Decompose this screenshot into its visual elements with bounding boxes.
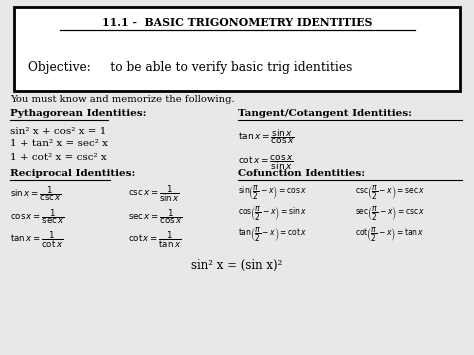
Text: sin² x + cos² x = 1: sin² x + cos² x = 1 bbox=[10, 126, 106, 136]
Text: $\cos\!\left(\dfrac{\pi}{2}-x\right)=\sin x$: $\cos\!\left(\dfrac{\pi}{2}-x\right)=\si… bbox=[238, 205, 307, 223]
Text: $\cot x=\dfrac{\cos x}{\sin x}$: $\cot x=\dfrac{\cos x}{\sin x}$ bbox=[238, 154, 294, 173]
Text: Tangent/Cotangent Identities:: Tangent/Cotangent Identities: bbox=[238, 109, 412, 119]
Text: 1 + tan² x = sec² x: 1 + tan² x = sec² x bbox=[10, 140, 108, 148]
Text: You must know and memorize the following.: You must know and memorize the following… bbox=[10, 94, 235, 104]
Text: 1 + cot² x = csc² x: 1 + cot² x = csc² x bbox=[10, 153, 107, 162]
Text: Cofunction Identities:: Cofunction Identities: bbox=[238, 169, 365, 179]
Text: $\tan\!\left(\dfrac{\pi}{2}-x\right)=\cot x$: $\tan\!\left(\dfrac{\pi}{2}-x\right)=\co… bbox=[238, 226, 308, 244]
Text: $\sin\!\left(\dfrac{\pi}{2}-x\right)=\cos x$: $\sin\!\left(\dfrac{\pi}{2}-x\right)=\co… bbox=[238, 184, 307, 202]
Text: $\sin x=\dfrac{1}{\csc x}$: $\sin x=\dfrac{1}{\csc x}$ bbox=[10, 185, 62, 203]
Text: $\tan x=\dfrac{\sin x}{\cos x}$: $\tan x=\dfrac{\sin x}{\cos x}$ bbox=[238, 127, 295, 146]
FancyBboxPatch shape bbox=[14, 7, 460, 91]
Text: Pythagorean Identities:: Pythagorean Identities: bbox=[10, 109, 146, 119]
Text: $\sec x=\dfrac{1}{\cos x}$: $\sec x=\dfrac{1}{\cos x}$ bbox=[128, 208, 182, 226]
Text: $\cot\!\left(\dfrac{\pi}{2}-x\right)=\tan x$: $\cot\!\left(\dfrac{\pi}{2}-x\right)=\ta… bbox=[355, 226, 424, 244]
Text: $\sec\!\left(\dfrac{\pi}{2}-x\right)=\csc x$: $\sec\!\left(\dfrac{\pi}{2}-x\right)=\cs… bbox=[355, 205, 425, 223]
Text: sin² x = (sin x)²: sin² x = (sin x)² bbox=[191, 258, 283, 272]
Text: $\cos x=\dfrac{1}{\sec x}$: $\cos x=\dfrac{1}{\sec x}$ bbox=[10, 208, 65, 226]
Text: Objective:     to be able to verify basic trig identities: Objective: to be able to verify basic tr… bbox=[28, 61, 352, 75]
Text: 11.1 -  BASIC TRIGONOMETRY IDENTITIES: 11.1 - BASIC TRIGONOMETRY IDENTITIES bbox=[102, 17, 372, 28]
Text: $\csc\!\left(\dfrac{\pi}{2}-x\right)=\sec x$: $\csc\!\left(\dfrac{\pi}{2}-x\right)=\se… bbox=[355, 184, 425, 202]
Text: $\csc x=\dfrac{1}{\sin x}$: $\csc x=\dfrac{1}{\sin x}$ bbox=[128, 184, 180, 204]
Text: $\tan x=\dfrac{1}{\cot x}$: $\tan x=\dfrac{1}{\cot x}$ bbox=[10, 230, 63, 250]
Text: $\cot x=\dfrac{1}{\tan x}$: $\cot x=\dfrac{1}{\tan x}$ bbox=[128, 230, 181, 250]
Text: Reciprocal Identities:: Reciprocal Identities: bbox=[10, 169, 136, 179]
